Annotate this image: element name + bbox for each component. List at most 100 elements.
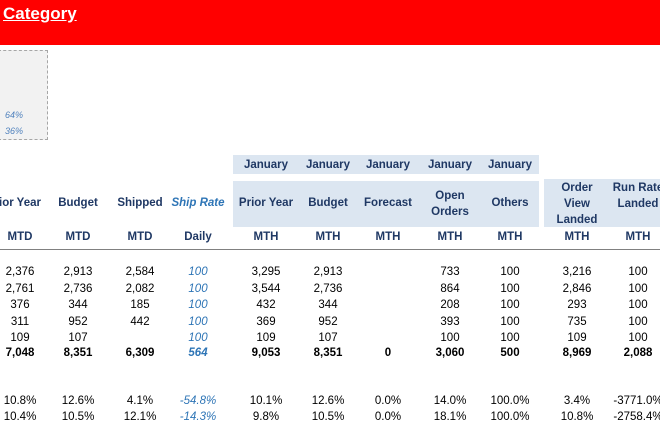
col-sub-header-4: MTH [253,231,279,243]
category-banner: Category [0,0,660,45]
pct-cell-r0-c8: 100.0% [490,395,530,407]
table-cell-r2-c7: 208 [440,299,460,311]
pct-cell-r0-c4: 10.1% [249,395,283,407]
col-header-6: Forecast [364,197,412,209]
total-cell-7: 3,060 [435,347,465,359]
month-label-1: January [305,159,351,171]
table-cell-r3-c8: 100 [500,316,520,328]
col-header-3: Ship Rate [171,197,225,209]
table-cell-r3-c9: 735 [567,316,587,328]
table-cell-r0-c1: 2,913 [63,266,93,278]
table-cell-r2-c8: 100 [500,299,520,311]
landed-header-bg [544,179,660,227]
col-header-9: Order View Landed [556,182,598,226]
table-cell-r4-c0: 109 [10,332,30,344]
col-header-2: Shipped [117,197,163,209]
table-cell-r1-c2: 2,082 [125,283,155,295]
pct-cell-r0-c3: -54.8% [179,395,217,407]
table-cell-r4-c5: 107 [318,332,338,344]
pct-cell-r0-c7: 14.0% [433,395,467,407]
table-cell-r0-c9: 3,216 [562,266,592,278]
pct-cell-r1-c2: 12.1% [123,411,157,423]
table-cell-r4-c1: 107 [68,332,88,344]
col-sub-header-8: MTH [497,231,523,243]
pct-cell-r0-c1: 12.6% [61,395,95,407]
table-cell-r2-c4: 432 [256,299,276,311]
table-cell-r1-c4: 3,544 [251,283,281,295]
table-cell-r3-c5: 952 [318,316,338,328]
pct-cell-r1-c10: -2758.4% [613,411,660,423]
pct-cell-r1-c4: 9.8% [252,411,280,423]
col-sub-header-9: MTH [564,231,590,243]
table-cell-r3-c0: 311 [10,316,30,328]
total-cell-1: 8,351 [63,347,93,359]
table-cell-r3-c3: 100 [188,316,208,328]
total-cell-6: 0 [384,347,392,359]
table-cell-r1-c1: 2,736 [63,283,93,295]
pct-cell-r1-c0: 10.4% [3,411,37,423]
month-label-0: January [243,159,289,171]
side-chart-box: 64% 36% [0,50,48,140]
total-cell-8: 500 [500,347,520,359]
pct-cell-r0-c5: 12.6% [311,395,345,407]
pct-cell-r0-c2: 4.1% [126,395,154,407]
table-cell-r1-c0: 2,761 [5,283,35,295]
table-cell-r2-c3: 100 [188,299,208,311]
pct-cell-r0-c10: -3771.0% [613,395,660,407]
table-cell-r4-c8: 100 [500,332,520,344]
table-cell-r3-c10: 100 [628,316,648,328]
month-label-4: January [487,159,533,171]
col-header-1: Budget [58,197,98,209]
table-cell-r4-c7: 100 [440,332,460,344]
side-pct-1: 64% [5,110,24,120]
mth-header-bg [233,181,539,227]
col-header-4: Prior Year [238,197,294,209]
table-cell-r0-c0: 2,376 [5,266,35,278]
col-sub-header-2: MTD [127,231,153,243]
table-cell-r2-c9: 293 [567,299,587,311]
pct-cell-r1-c5: 10.5% [311,411,345,423]
month-label-2: January [365,159,411,171]
col-header-10: Run Rate Landed [612,182,660,210]
col-sub-header-1: MTD [65,231,91,243]
table-cell-r1-c9: 2,846 [562,283,592,295]
col-sub-header-10: MTH [625,231,651,243]
table-cell-r3-c1: 952 [68,316,88,328]
side-pct-2: 36% [5,126,24,136]
table-cell-r3-c7: 393 [440,316,460,328]
col-sub-header-5: MTH [315,231,341,243]
table-cell-r0-c3: 100 [188,266,208,278]
pct-cell-r0-c0: 10.8% [3,395,37,407]
pct-cell-r1-c7: 18.1% [433,411,467,423]
pct-cell-r0-c6: 0.0% [374,395,402,407]
total-cell-5: 8,351 [313,347,343,359]
col-header-5: Budget [308,197,348,209]
col-sub-header-7: MTH [437,231,463,243]
table-cell-r3-c2: 442 [130,316,150,328]
pct-cell-r1-c3: -14.3% [179,411,217,423]
table-cell-r1-c7: 864 [440,283,460,295]
total-cell-4: 9,053 [251,347,281,359]
table-cell-r0-c2: 2,584 [125,266,155,278]
col-header-8: Others [491,197,529,209]
pct-cell-r1-c9: 10.8% [560,411,594,423]
col-header-7: Open Orders [431,190,469,218]
table-cell-r1-c8: 100 [500,283,520,295]
table-cell-r2-c2: 185 [130,299,150,311]
table-cell-r0-c10: 100 [628,266,648,278]
table-cell-r0-c7: 733 [440,266,460,278]
total-cell-9: 8,969 [562,347,592,359]
total-cell-2: 6,309 [125,347,155,359]
pct-cell-r1-c6: 0.0% [374,411,402,423]
total-cell-10: 2,088 [623,347,653,359]
table-cell-r4-c4: 109 [256,332,276,344]
month-label-3: January [427,159,473,171]
banner-title: Category [3,4,77,23]
total-cell-3: 564 [188,347,208,359]
table-cell-r2-c5: 344 [318,299,338,311]
pct-cell-r0-c9: 3.4% [563,395,591,407]
table-cell-r4-c3: 100 [188,332,208,344]
table-cell-r2-c0: 376 [10,299,30,311]
col-header-0: ior Year [0,197,41,209]
table-cell-r3-c4: 369 [256,316,276,328]
